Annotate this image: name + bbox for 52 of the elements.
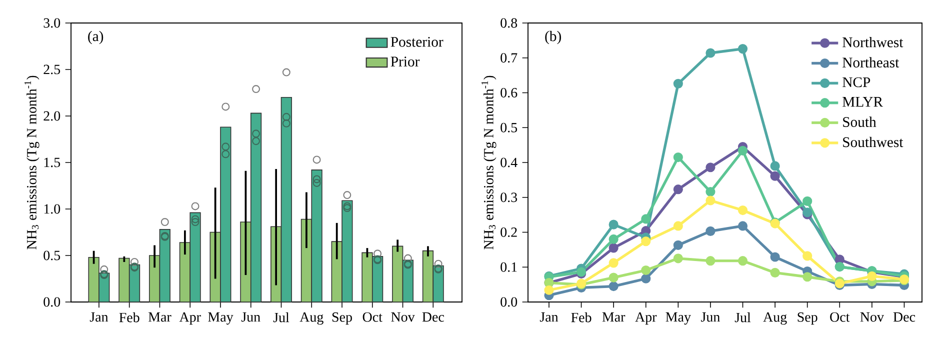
x-tick-label: Aug [763, 312, 787, 325]
x-tick-label: Jan [540, 312, 558, 322]
y-tick-label: 0.8 [500, 18, 518, 28]
x-tick-label: Mar [148, 312, 172, 322]
x-tick-label: Jan [90, 312, 108, 322]
y-tick-label: 3.0 [44, 18, 60, 28]
x-tick-label: Feb [571, 312, 592, 322]
x-tick-label: Oct [830, 312, 850, 322]
x-tick-label: Sep [332, 312, 352, 325]
legend-label: Northwest [842, 36, 904, 48]
y-tick-label: 2.5 [44, 64, 60, 74]
x-tick-label: Mar [602, 312, 626, 322]
y-tick-label: 0.3 [500, 192, 518, 202]
legend-label: Northeast [842, 57, 900, 68]
x-tick-label: May [208, 312, 234, 325]
y-tick-label: 0.2 [500, 227, 517, 237]
y-tick-label: 0.4 [500, 158, 518, 168]
legend-label: Posterior [390, 36, 444, 47]
legend-label: Prior [390, 56, 420, 67]
y-tick-label: 0.1 [500, 262, 517, 272]
legend-label: MLYR [842, 97, 884, 107]
chart-title: (a) [88, 30, 104, 44]
x-tick-label: Apr [635, 312, 657, 325]
x-tick-label: Aug [300, 312, 324, 325]
y-tick-label: 0.5 [500, 122, 518, 132]
legend-label: Southwest [843, 136, 904, 148]
x-tick-label: Dec [422, 312, 444, 322]
legend-label: South [843, 116, 876, 127]
y-tick-label: 1.5 [44, 158, 60, 168]
x-tick-label: Dec [893, 312, 916, 322]
x-tick-label: Feb [119, 312, 140, 322]
x-tick-label: Jun [701, 312, 720, 322]
y-tick-label: 2.0 [44, 111, 60, 121]
y-tick-label: 1.0 [44, 204, 60, 214]
x-tick-label: Jul [734, 312, 751, 322]
x-tick-label: Oct [362, 312, 382, 322]
y-tick-label: 0.5 [44, 250, 60, 260]
y-tick-label: 0.0 [44, 297, 60, 307]
chart-title: (b) [545, 30, 561, 44]
x-tick-label: May [666, 312, 691, 325]
y-tick-label: 0.7 [500, 53, 518, 63]
x-tick-label: Jun [241, 312, 260, 322]
y-tick-label: 0.0 [500, 297, 518, 307]
x-tick-label: Sep [798, 312, 818, 325]
y-axis-title: NH$_{3}$ emissions (Tg N month$^{-1}$) [481, 76, 496, 250]
y-axis-title: NH$_{3}$ emissions (Tg N month$^{-1}$) [24, 76, 40, 250]
x-tick-label: Nov [391, 312, 415, 322]
x-tick-label: Nov [860, 312, 884, 322]
y-tick-label: 0.6 [500, 88, 518, 98]
x-tick-label: Jul [273, 312, 290, 322]
x-tick-label: Apr [179, 312, 201, 325]
legend-label: NCP [842, 77, 870, 88]
